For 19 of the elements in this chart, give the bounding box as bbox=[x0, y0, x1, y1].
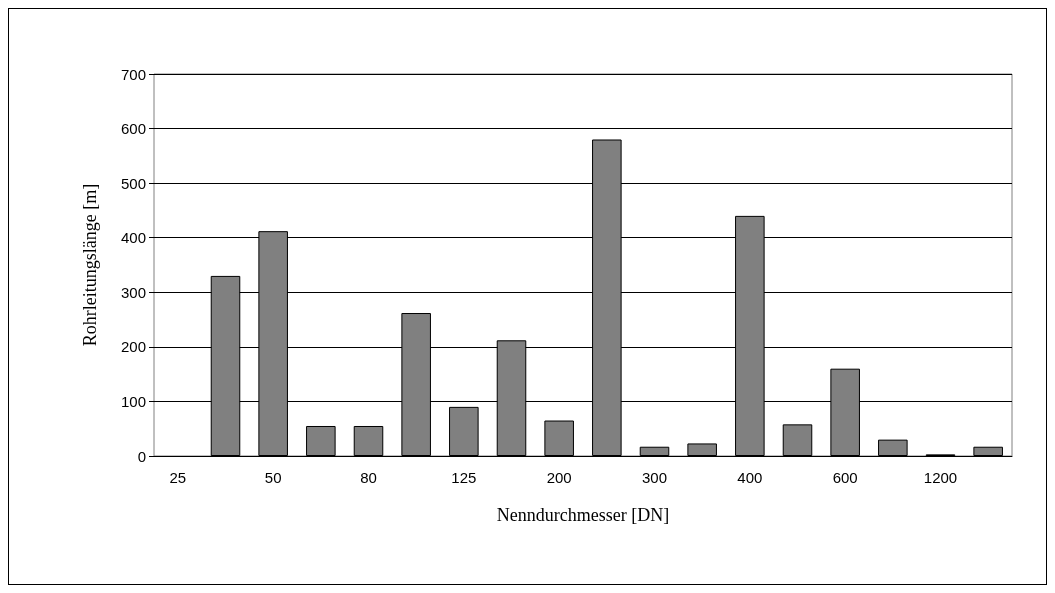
y-tick-label: 500 bbox=[120, 174, 146, 192]
y-tick-label: 600 bbox=[120, 120, 146, 138]
x-tick-label: 400 bbox=[737, 469, 763, 486]
x-tick-label: 600 bbox=[832, 469, 858, 486]
y-tick-label: 100 bbox=[120, 392, 146, 410]
y-tick-label: 300 bbox=[120, 283, 146, 301]
x-tick-label: 300 bbox=[641, 469, 668, 486]
x-tick-label: 50 bbox=[264, 469, 282, 486]
y-tick-label: 0 bbox=[137, 447, 146, 465]
y-tick-label: 700 bbox=[120, 65, 146, 83]
y-tick-label: 400 bbox=[120, 229, 146, 247]
x-tick-label: 1200 bbox=[923, 469, 958, 486]
x-tick-label: 25 bbox=[169, 469, 187, 486]
x-axis-title: Nenndurchmesser [DN] bbox=[496, 505, 670, 525]
y-axis-title: Rohrleitungslänge [m] bbox=[80, 183, 100, 347]
x-tick-label: 200 bbox=[546, 469, 572, 486]
y-tick-label: 200 bbox=[120, 338, 146, 356]
x-tick-label: 80 bbox=[360, 469, 377, 486]
x-tick-label: 125 bbox=[451, 469, 477, 486]
